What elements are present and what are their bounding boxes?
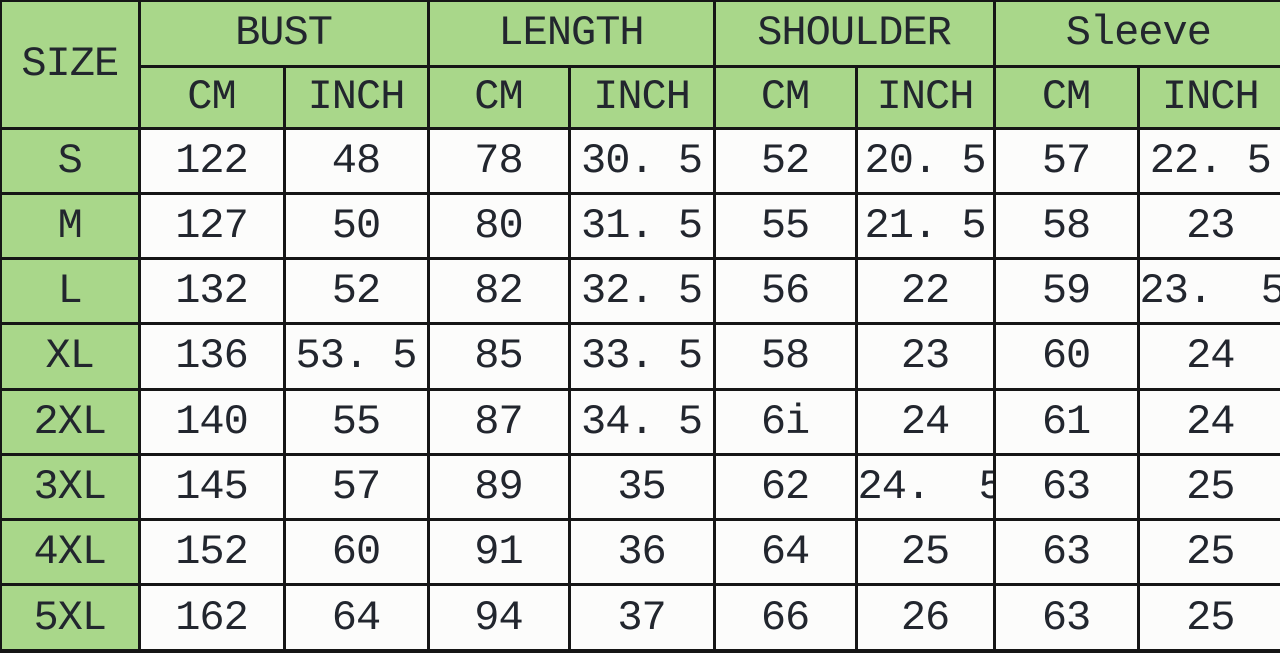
data-cell: 59: [992, 257, 1140, 326]
data-cell: 63: [992, 452, 1140, 522]
data-cell: 80: [426, 191, 571, 261]
header-group-bust: BUST: [137, 0, 430, 68]
data-cell: 23: [1136, 191, 1280, 261]
data-cell: 24: [854, 387, 996, 456]
data-cell: 24: [1136, 322, 1280, 391]
data-cell: 22: [854, 257, 996, 326]
data-cell: 30. 5: [567, 126, 716, 195]
data-cell: 25: [854, 518, 996, 587]
size-cell: S: [0, 126, 141, 195]
data-cell: 56: [712, 257, 858, 326]
header-unit-row: CM INCH CM INCH CM INCH CM INCH: [1, 64, 1280, 130]
table-row-5xl: 5XL 162 64 94 37 66 26 63 25: [0, 583, 1280, 653]
data-cell: 55: [282, 387, 430, 456]
data-cell: 36: [567, 518, 716, 587]
data-cell: 132: [137, 257, 286, 326]
data-cell: 20. 5: [854, 126, 996, 195]
data-cell: 48: [282, 126, 430, 195]
size-cell: L: [0, 257, 141, 326]
data-cell: 37: [567, 583, 716, 653]
table-row-s: S 122 48 78 30. 5 52 20. 5 57 22. 5: [0, 126, 1280, 195]
header-sleeve-inch: INCH: [1136, 64, 1280, 130]
header-group-shoulder: SHOULDER: [712, 0, 996, 68]
data-cell: 6i: [712, 387, 858, 456]
data-cell: 87: [426, 387, 571, 456]
data-cell: 35: [567, 452, 716, 522]
header-group-row: SIZE BUST LENGTH SHOULDER Sleeve: [0, 0, 1280, 130]
data-cell: 127: [137, 191, 286, 261]
data-cell: 57: [282, 452, 430, 522]
table-row-3xl: 3XL 145 57 89 35 62 24. 5 63 25: [0, 452, 1280, 522]
data-cell: 31. 5: [567, 191, 716, 261]
header-group-sleeve: Sleeve: [992, 0, 1280, 68]
data-cell: 26: [854, 583, 996, 653]
data-cell: 145: [137, 452, 286, 522]
data-cell: 55: [712, 191, 858, 261]
data-cell: 34. 5: [567, 387, 716, 456]
data-cell: 82: [426, 257, 571, 326]
header-length-inch: INCH: [567, 64, 716, 130]
table-row-4xl: 4XL 152 60 91 36 64 25 63 25: [0, 518, 1280, 587]
data-cell: 136: [137, 322, 286, 391]
data-cell: 152: [137, 518, 286, 587]
data-cell: 33. 5: [567, 322, 716, 391]
data-cell: 60: [282, 518, 430, 587]
size-cell: XL: [0, 322, 141, 391]
data-cell: 57: [992, 126, 1140, 195]
data-cell: 25: [1136, 583, 1280, 653]
header-bust-cm: CM: [138, 64, 286, 130]
table-row-l: L 132 52 82 32. 5 56 22 59 23. 5: [0, 257, 1280, 326]
data-cell: 122: [137, 126, 286, 195]
data-cell: 52: [282, 257, 430, 326]
data-cell: 52: [712, 126, 858, 195]
data-cell: 64: [712, 518, 858, 587]
data-cell: 24: [1136, 387, 1280, 456]
table-row-m: M 127 50 80 31. 5 55 21. 5 58 23: [0, 191, 1280, 261]
table-row-xl: XL 136 53. 5 85 33. 5 58 23 60 24: [0, 322, 1280, 391]
size-cell: 4XL: [0, 518, 141, 587]
data-cell: 63: [992, 583, 1140, 653]
data-cell: 24. 5: [854, 452, 996, 522]
size-cell: 5XL: [0, 583, 141, 653]
data-cell: 61: [992, 387, 1140, 456]
header-shoulder-inch: INCH: [854, 64, 996, 130]
size-cell: 3XL: [0, 452, 141, 522]
data-cell: 62: [712, 452, 858, 522]
header-sleeve-cm: CM: [992, 64, 1140, 130]
table-row-2xl: 2XL 140 55 87 34. 5 6i 24 61 24: [0, 387, 1280, 456]
data-cell: 23: [854, 322, 996, 391]
data-cell: 64: [282, 583, 430, 653]
data-cell: 25: [1136, 518, 1280, 587]
data-cell: 53. 5: [282, 322, 430, 391]
data-cell: 50: [282, 191, 430, 261]
header-shoulder-cm: CM: [712, 64, 858, 130]
data-cell: 94: [426, 583, 571, 653]
data-cell: 22. 5: [1136, 126, 1280, 195]
data-cell: 60: [992, 322, 1140, 391]
data-cell: 63: [992, 518, 1140, 587]
data-cell: 58: [992, 191, 1140, 261]
data-cell: 32. 5: [567, 257, 716, 326]
data-cell: 140: [137, 387, 286, 456]
data-cell: 21. 5: [854, 191, 996, 261]
header-bust-inch: INCH: [282, 64, 430, 130]
header-length-cm: CM: [426, 64, 571, 130]
header-group-length: LENGTH: [426, 0, 716, 68]
data-cell: 25: [1136, 452, 1280, 522]
data-cell: 78: [426, 126, 571, 195]
data-cell: 162: [137, 583, 286, 653]
header-size: SIZE: [0, 0, 141, 130]
data-cell: 66: [712, 583, 858, 653]
data-cell: 89: [426, 452, 571, 522]
data-cell: 58: [712, 322, 858, 391]
data-cell: 23. 5: [1136, 257, 1280, 326]
data-cell: 85: [426, 322, 571, 391]
data-cell: 91: [426, 518, 571, 587]
size-cell: 2XL: [0, 387, 141, 456]
size-cell: M: [0, 191, 141, 261]
